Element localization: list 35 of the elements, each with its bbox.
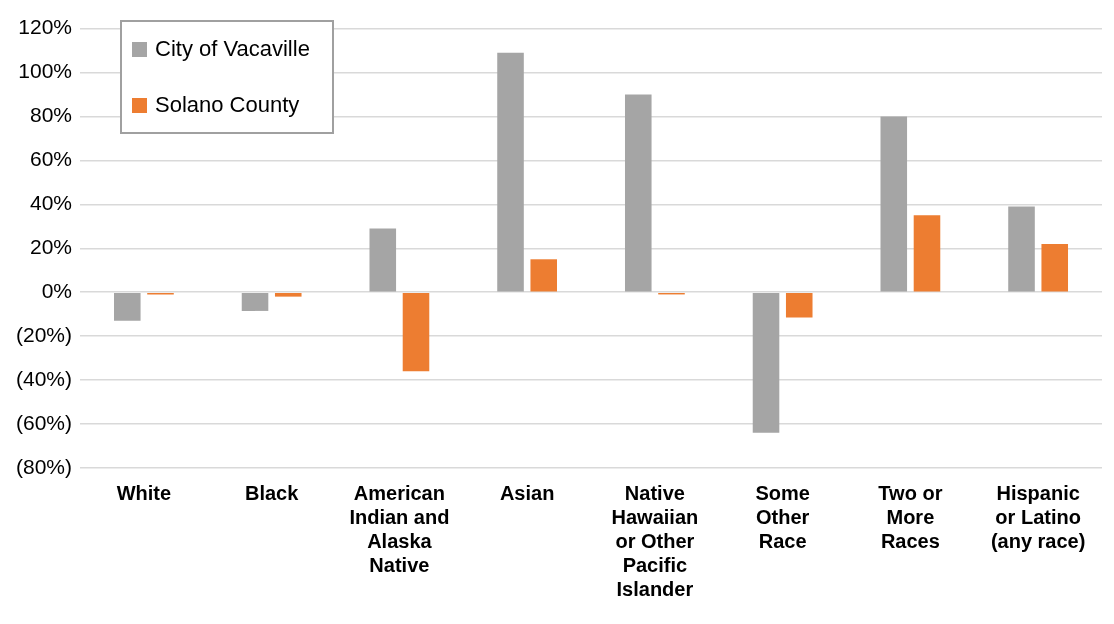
- bar: [241, 292, 269, 311]
- bar: [785, 292, 813, 318]
- y-tick-label: 0%: [41, 279, 73, 303]
- bar: [1008, 206, 1035, 292]
- bar: [752, 292, 780, 433]
- bar: [530, 259, 558, 292]
- bar: [274, 292, 302, 297]
- x-tick-label: Black: [244, 481, 300, 504]
- bar: [114, 292, 141, 321]
- x-tick-label: Native Hawaiian or Other Pacific Islander: [611, 481, 699, 600]
- y-tick-label: (60%): [15, 410, 73, 434]
- legend-label: City of Vacaville: [155, 36, 310, 62]
- x-tick-label: White: [116, 481, 172, 504]
- x-tick-label: Asian: [499, 481, 555, 504]
- x-tick-label: American Indian and Alaska Native: [349, 481, 450, 576]
- legend-label: Solano County: [155, 92, 300, 118]
- bar: [913, 215, 941, 292]
- y-tick-label: (80%): [15, 454, 73, 478]
- x-tick-label: Two or More Races: [878, 481, 943, 552]
- bar: [880, 116, 908, 292]
- bar: [497, 52, 524, 292]
- x-tick-label: Some Other Race: [755, 481, 810, 552]
- bar: [369, 228, 397, 292]
- y-tick-label: 120%: [18, 15, 73, 39]
- y-tick-label: 20%: [29, 235, 73, 259]
- y-tick-label: 100%: [18, 59, 73, 83]
- bar: [624, 94, 652, 292]
- y-tick-label: 40%: [29, 191, 73, 215]
- x-tick-label: Hispanic or Latino (any race): [990, 481, 1086, 552]
- y-tick-label: (20%): [15, 322, 73, 346]
- bar: [402, 292, 430, 372]
- y-tick-label: (40%): [15, 366, 73, 390]
- bar: [1041, 243, 1069, 292]
- y-tick-label: 60%: [29, 147, 73, 171]
- y-tick-label: 80%: [29, 103, 73, 127]
